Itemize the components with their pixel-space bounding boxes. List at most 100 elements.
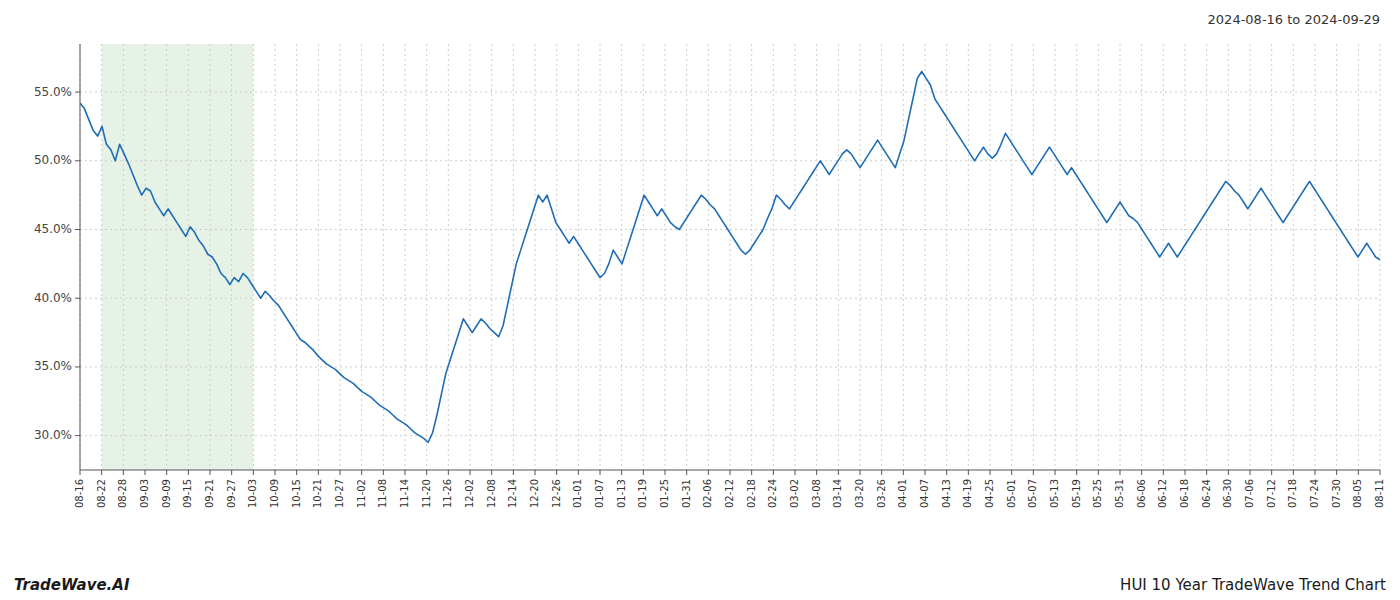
x-tick (231, 470, 232, 475)
x-tick (1141, 470, 1142, 475)
x-tick (1076, 470, 1077, 475)
x-grid-line (448, 44, 449, 470)
x-tick (1315, 470, 1316, 475)
x-grid-line (686, 44, 687, 470)
x-tick-label: 11-14 (399, 479, 410, 508)
y-tick-label: 50.0% (34, 153, 72, 167)
x-tick-label: 01-25 (659, 479, 670, 508)
x-grid-line (643, 44, 644, 470)
x-tick-label: 09-09 (161, 479, 172, 508)
x-tick (253, 470, 254, 475)
x-grid-line (751, 44, 752, 470)
x-grid-line (968, 44, 969, 470)
x-tick (665, 470, 666, 475)
x-tick-label: 03-26 (876, 479, 887, 508)
x-tick-label: 02-06 (702, 479, 713, 508)
y-tick-label: 40.0% (34, 291, 72, 305)
x-grid-line (1228, 44, 1229, 470)
x-tick (1120, 470, 1121, 475)
x-grid-line (405, 44, 406, 470)
x-grid-line (946, 44, 947, 470)
x-tick (1033, 470, 1034, 475)
x-tick-label: 04-07 (919, 479, 930, 508)
x-tick (1185, 470, 1186, 475)
x-tick (795, 470, 796, 475)
x-grid-line (600, 44, 601, 470)
x-tick-label: 10-09 (269, 479, 280, 508)
x-grid-line (1141, 44, 1142, 470)
x-grid-line (816, 44, 817, 470)
x-tick-label: 06-24 (1201, 479, 1212, 508)
annotation: TradeWave.AI (14, 576, 130, 594)
x-tick-label: 08-05 (1352, 479, 1363, 508)
grid (80, 44, 1380, 470)
x-grid-line (881, 44, 882, 470)
x-tick (751, 470, 752, 475)
x-tick (1380, 470, 1381, 475)
x-tick-label: 07-30 (1331, 479, 1342, 508)
x-tick (556, 470, 557, 475)
x-tick (1163, 470, 1164, 475)
x-tick-label: 05-31 (1114, 479, 1125, 508)
x-tick (708, 470, 709, 475)
subtitle: 2024-08-16 to 2024-09-29 (1208, 12, 1380, 27)
x-tick (210, 470, 211, 475)
x-tick-label: 10-15 (291, 479, 302, 508)
x-tick (1250, 470, 1251, 475)
y-grid-line (80, 366, 1380, 367)
x-tick-label: 06-18 (1179, 479, 1190, 508)
x-grid-line (491, 44, 492, 470)
x-tick-label: 11-08 (377, 479, 388, 508)
x-tick-label: 11-02 (356, 479, 367, 508)
x-tick (166, 470, 167, 475)
x-grid-line (361, 44, 362, 470)
y-tick (75, 298, 80, 299)
x-tick-label: 08-28 (117, 479, 128, 508)
x-grid-line (1163, 44, 1164, 470)
x-tick-label: 12-20 (529, 479, 540, 508)
y-tick-label: 35.0% (34, 359, 72, 373)
x-grid-line (578, 44, 579, 470)
x-tick-label: 09-03 (139, 479, 150, 508)
x-tick-label: 10-03 (247, 479, 258, 508)
x-tick (903, 470, 904, 475)
x-grid-line (188, 44, 189, 470)
x-tick (1206, 470, 1207, 475)
x-tick-label: 02-24 (767, 479, 778, 508)
x-tick (578, 470, 579, 475)
x-tick-label: 07-12 (1266, 479, 1277, 508)
x-tick-label: 09-21 (204, 479, 215, 508)
y-tick (75, 92, 80, 93)
x-grid-line (535, 44, 536, 470)
x-tick (145, 470, 146, 475)
x-grid-line (1206, 44, 1207, 470)
x-tick-label: 08-16 (74, 479, 85, 508)
chart-container: 30.0%35.0%40.0%45.0%50.0%55.0%08-1608-22… (0, 0, 1400, 600)
x-tick (491, 470, 492, 475)
x-grid-line (383, 44, 384, 470)
x-tick-label: 03-02 (789, 479, 800, 508)
x-grid-line (1380, 44, 1381, 470)
x-tick (383, 470, 384, 475)
y-tick-label: 45.0% (34, 222, 72, 236)
x-grid-line (1336, 44, 1337, 470)
x-tick-label: 03-20 (854, 479, 865, 508)
x-grid-line (231, 44, 232, 470)
x-grid-line (1271, 44, 1272, 470)
x-tick-label: 06-12 (1157, 479, 1168, 508)
shade-layer (102, 44, 254, 470)
x-tick (600, 470, 601, 475)
x-grid-line (80, 44, 81, 470)
x-grid-line (665, 44, 666, 470)
x-tick (946, 470, 947, 475)
x-tick-label: 09-15 (182, 479, 193, 508)
x-tick-label: 04-13 (941, 479, 952, 508)
y-tick (75, 229, 80, 230)
x-tick (275, 470, 276, 475)
y-grid-line (80, 92, 1380, 93)
x-tick-label: 03-08 (811, 479, 822, 508)
x-tick-label: 04-19 (962, 479, 973, 508)
x-tick (990, 470, 991, 475)
x-tick (925, 470, 926, 475)
line-layer (80, 71, 1380, 442)
